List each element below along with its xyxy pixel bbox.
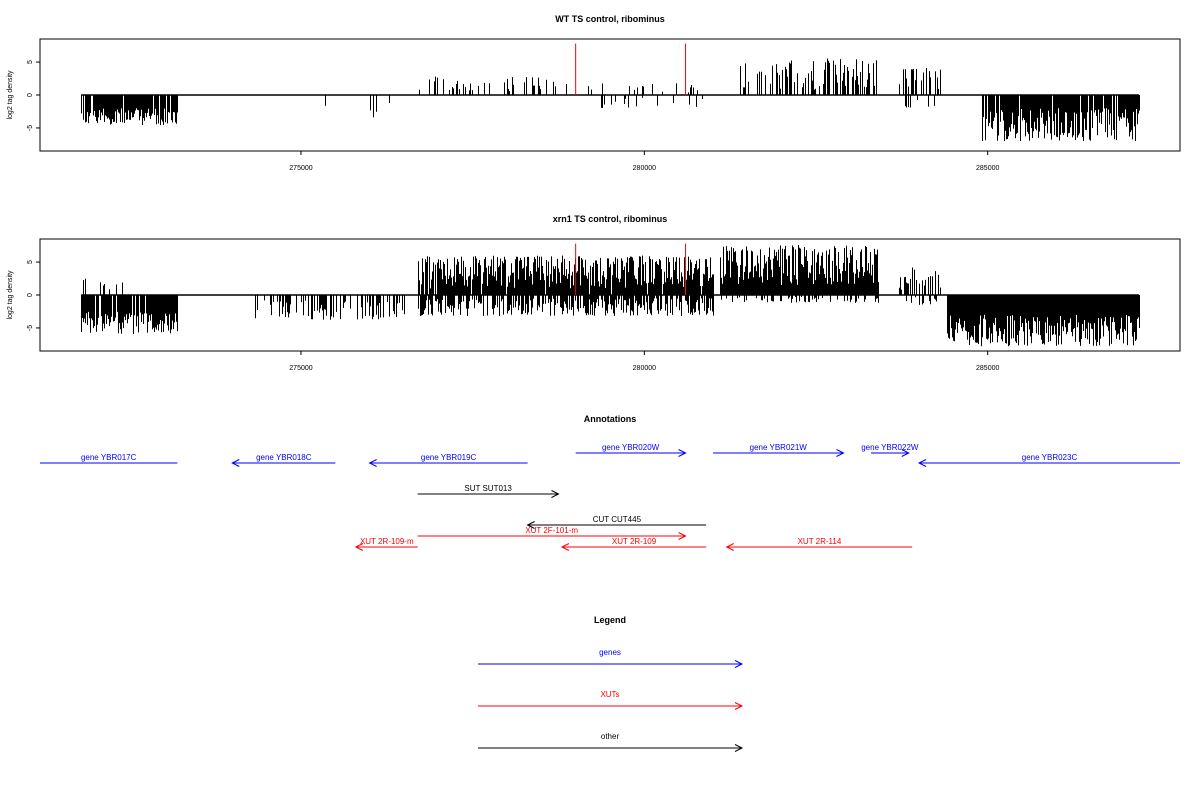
- legend-item-label: other: [601, 732, 620, 741]
- annotation-feature: gene YBR018C: [231, 453, 336, 467]
- annotation-feature: SUT SUT013: [417, 484, 560, 498]
- annotation-feature: XUT 2R-109: [560, 537, 707, 551]
- y-tick-label: 5: [27, 260, 34, 264]
- x-tick-label: 285000: [976, 165, 999, 172]
- legend: Legend genes XUTs other: [478, 615, 744, 752]
- annotation-label: XUT 2R-114: [798, 537, 842, 546]
- annotation-label: gene YBR017C: [81, 453, 137, 462]
- annotation-label: CUT CUT445: [593, 515, 642, 524]
- panel-title: WT TS control, ribominus: [555, 14, 665, 24]
- legend-title: Legend: [594, 615, 626, 625]
- annotation-feature: gene YBR022W: [861, 443, 919, 457]
- x-tick-label: 280000: [633, 165, 656, 172]
- annotation-feature: XUT 2R-109-m: [354, 537, 418, 551]
- annotation-label: gene YBR020W: [602, 443, 660, 452]
- legend-item: genes: [478, 648, 744, 668]
- y-tick-label: 0: [27, 93, 34, 97]
- y-axis-label: log2 tag density: [7, 70, 14, 120]
- x-tick-label: 280000: [633, 365, 656, 372]
- annotation-label: XUT 2R-109-m: [360, 537, 414, 546]
- annotation-feature: gene YBR017C: [40, 453, 178, 464]
- annotation-feature: XUT 2F-101-m: [417, 526, 687, 540]
- annotation-feature: gene YBR023C: [917, 453, 1180, 467]
- density-panel-1: WT TS control, ribominus -5 0 5 log2 tag den…: [7, 14, 1181, 172]
- x-tick-label: 275000: [289, 365, 312, 372]
- x-tick-label: 285000: [976, 365, 999, 372]
- density-bars: [81, 58, 1140, 142]
- y-tick-label: -5: [27, 325, 34, 331]
- legend-item: XUTs: [478, 690, 744, 710]
- y-tick-label: -5: [27, 125, 34, 131]
- density-panel-2: xrn1 TS control, ribominus -5 0 5 log2 tag d…: [7, 214, 1181, 372]
- annotations-panel: Annotations gene YBR017C gene YBR018C gene …: [40, 414, 1180, 551]
- annotation-feature: gene YBR020W: [575, 443, 687, 457]
- annotation-label: gene YBR018C: [256, 453, 312, 462]
- y-tick-label: 5: [27, 60, 34, 64]
- annotation-feature: gene YBR021W: [713, 443, 845, 457]
- y-axis-label: log2 tag density: [7, 270, 14, 320]
- annotation-feature: gene YBR019C: [368, 453, 528, 467]
- annotation-feature: XUT 2R-114: [725, 537, 913, 551]
- annotation-label: XUT 2F-101-m: [525, 526, 578, 535]
- annotation-label: gene YBR021W: [750, 443, 808, 452]
- legend-item: other: [478, 732, 744, 752]
- legend-item-label: genes: [599, 648, 621, 657]
- annotation-label: SUT SUT013: [464, 484, 512, 493]
- annotation-label: gene YBR022W: [861, 443, 919, 452]
- annotation-feature: CUT CUT445: [526, 515, 707, 529]
- annotation-label: XUT 2R-109: [612, 537, 657, 546]
- y-tick-label: 0: [27, 293, 34, 297]
- x-tick-label: 275000: [289, 165, 312, 172]
- legend-item-label: XUTs: [600, 690, 619, 699]
- panel-title: xrn1 TS control, ribominus: [553, 214, 668, 224]
- annotation-label: gene YBR019C: [421, 453, 477, 462]
- annotation-label: gene YBR023C: [1022, 453, 1078, 462]
- density-bars: [81, 245, 1140, 347]
- annotations-title: Annotations: [584, 414, 637, 424]
